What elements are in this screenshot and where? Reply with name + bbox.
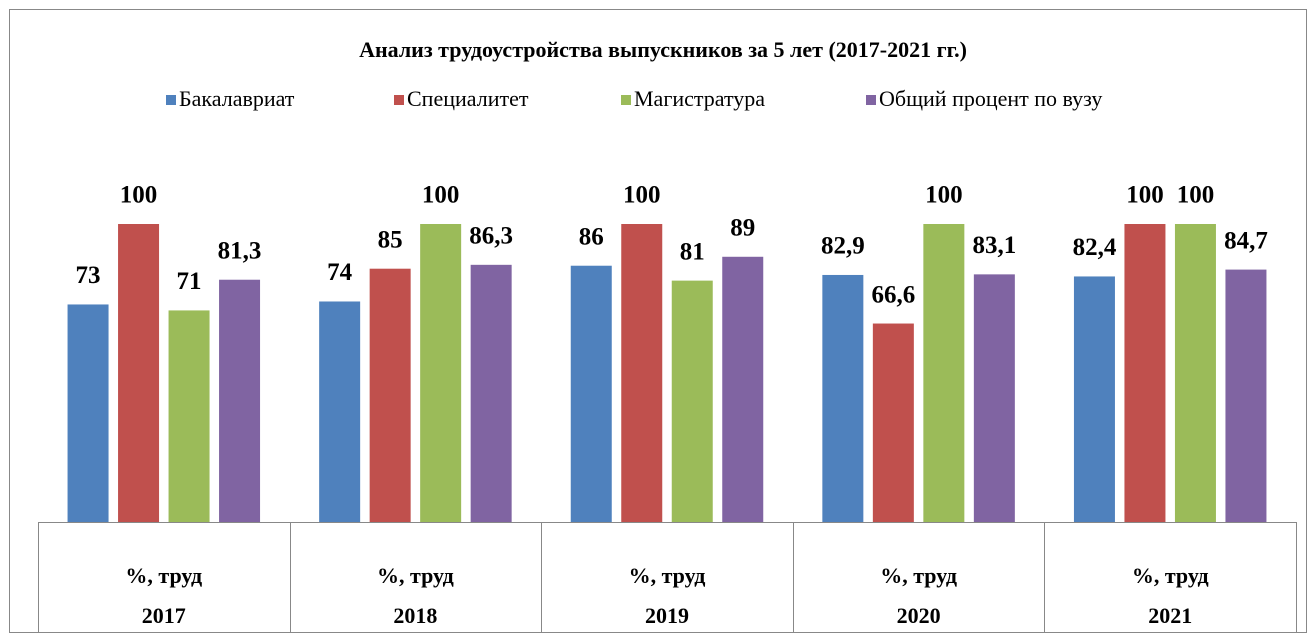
category-group-label: %, труд <box>377 563 454 588</box>
bar <box>973 274 1015 522</box>
data-label: 73 <box>76 262 101 289</box>
bar <box>671 280 713 522</box>
legend-label: Бакалавриат <box>179 86 295 111</box>
legend-label: Специалитет <box>407 86 529 111</box>
bar <box>219 279 261 522</box>
legend-swatch <box>394 95 404 105</box>
category-group-label: %, труд <box>880 563 957 588</box>
data-label: 100 <box>1177 182 1215 209</box>
legend-swatch <box>866 95 876 105</box>
bar <box>67 304 109 522</box>
bar <box>1174 224 1216 522</box>
x-tick-label: 2020 <box>897 603 941 628</box>
bar <box>621 224 663 522</box>
data-label: 82,4 <box>1073 234 1117 261</box>
bar <box>1124 224 1166 522</box>
data-label: 83,1 <box>972 232 1016 259</box>
bar <box>470 264 512 522</box>
data-label: 82,9 <box>821 233 865 260</box>
x-tick-label: 2018 <box>393 603 437 628</box>
chart-title: Анализ трудоустройства выпускников за 5 … <box>359 37 967 62</box>
bar <box>923 224 965 522</box>
bar <box>319 301 361 522</box>
bar <box>570 265 612 522</box>
bar <box>1225 269 1267 522</box>
legend-label: Магистратура <box>634 86 765 111</box>
legend-swatch <box>166 95 176 105</box>
x-tick-label: 2021 <box>1148 603 1192 628</box>
bar <box>722 256 764 522</box>
bar <box>118 224 160 522</box>
data-label: 100 <box>623 182 661 209</box>
x-tick-label: 2017 <box>142 603 186 628</box>
bar <box>168 310 210 522</box>
data-label: 81,3 <box>218 237 262 264</box>
bar <box>822 274 864 522</box>
data-label: 100 <box>1126 182 1164 209</box>
category-group-label: %, труд <box>125 563 202 588</box>
bar <box>872 323 914 522</box>
bar <box>1073 276 1115 522</box>
data-label: 86,3 <box>469 223 513 250</box>
data-label: 85 <box>378 226 403 253</box>
data-label: 100 <box>422 182 460 209</box>
data-label: 100 <box>120 182 158 209</box>
data-label: 74 <box>327 259 353 286</box>
bar <box>369 268 411 522</box>
data-label: 84,7 <box>1224 227 1268 254</box>
data-label: 86 <box>579 223 604 250</box>
data-label: 100 <box>925 182 963 209</box>
data-label: 66,6 <box>871 281 915 308</box>
bar <box>420 224 462 522</box>
legend-label: Общий процент по вузу <box>879 86 1102 111</box>
data-label: 89 <box>730 215 755 242</box>
data-label: 81 <box>680 238 705 265</box>
data-label: 71 <box>177 268 202 295</box>
category-group-label: %, труд <box>1132 563 1209 588</box>
x-tick-label: 2019 <box>645 603 689 628</box>
legend-swatch <box>621 95 631 105</box>
category-group-label: %, труд <box>629 563 706 588</box>
